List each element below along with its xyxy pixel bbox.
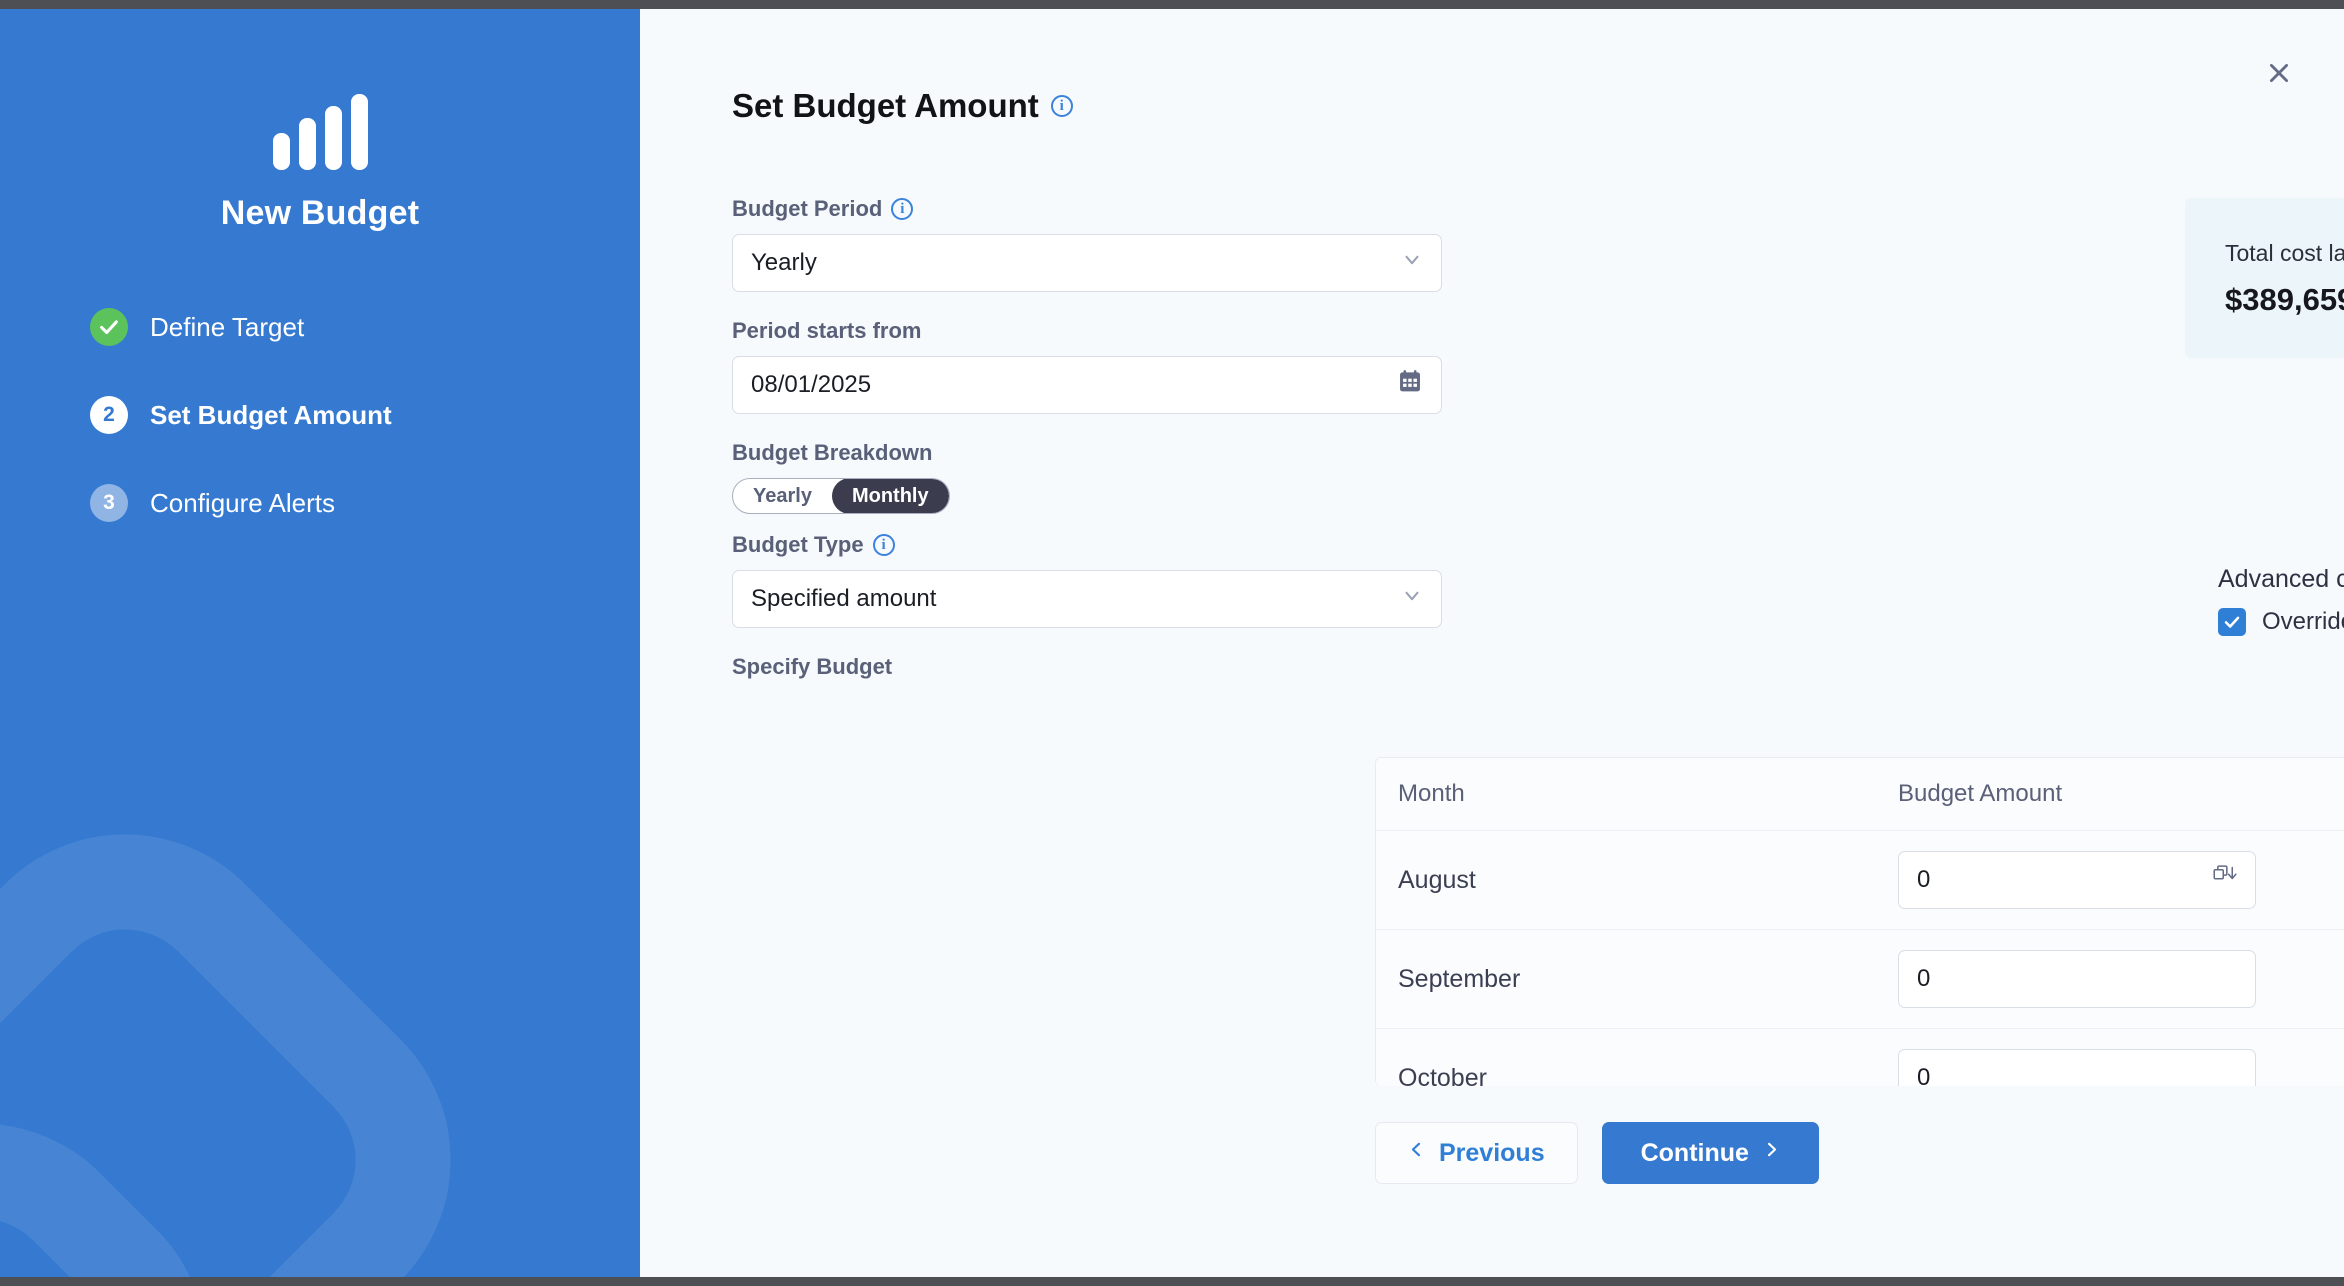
override-forecast-label: Override Forecasted spend for each month: [2262, 608, 2344, 635]
wizard-sidebar: New Budget Define Target 2 Set Budget Am…: [0, 0, 640, 1286]
brand-title: New Budget: [220, 194, 420, 232]
step-number-badge: 2: [90, 396, 128, 434]
continue-button-label: Continue: [1640, 1138, 1749, 1167]
summary-total-cost-last-period: Total cost last period $389,659.80: [2185, 238, 2344, 318]
specify-budget-label: Specify Budget: [732, 654, 893, 679]
sidebar-step-label: Configure Alerts: [150, 487, 335, 518]
window-chrome-top: [0, 0, 2344, 9]
period-starts-from-input[interactable]: 08/01/2025: [732, 356, 1442, 414]
row-month-label: October: [1376, 1028, 1876, 1086]
info-icon[interactable]: i: [872, 534, 895, 556]
budget-amount-value: 0: [1917, 965, 1931, 992]
budget-amount-value: 0: [1917, 866, 1931, 893]
budget-type-value: Specified amount: [751, 585, 937, 612]
budget-amount-input[interactable]: 0: [1898, 851, 2256, 909]
sidebar-step-configure-alerts[interactable]: 3 Configure Alerts: [90, 475, 640, 531]
wizard-steps: Define Target 2 Set Budget Amount 3 Conf…: [0, 299, 640, 531]
budget-amount-input[interactable]: 0: [1898, 1049, 2256, 1086]
info-icon[interactable]: i: [1050, 95, 1073, 117]
period-starts-from-value: 08/01/2025: [751, 371, 872, 398]
summary-label: Total cost last period: [2225, 239, 2344, 266]
summary-value: $389,659.80: [2225, 282, 2344, 318]
calendar-icon[interactable]: [1397, 369, 1423, 402]
decorative-pattern: [0, 764, 521, 1286]
info-icon[interactable]: i: [891, 198, 914, 220]
column-header-budget-amount: Budget Amount: [1876, 758, 2344, 831]
budget-type-select[interactable]: Specified amount: [732, 570, 1442, 628]
advanced-configuration: Advanced configuration(optional) Overrid…: [2218, 565, 2344, 636]
sidebar-step-label: Set Budget Amount: [150, 399, 392, 430]
previous-button-label: Previous: [1439, 1138, 1545, 1167]
budget-type-label-text: Budget Type: [732, 532, 864, 557]
row-month-label: September: [1376, 929, 1876, 1029]
wizard-main-panel: Set Budget Amount i Budget Period i Year…: [640, 0, 2344, 1286]
row-budget-cell: 0: [1876, 830, 2344, 930]
previous-button[interactable]: Previous: [1375, 1122, 1578, 1184]
chevron-down-icon: [1401, 249, 1423, 278]
period-starts-from-label-text: Period starts from: [732, 318, 922, 343]
budget-breakdown-label: Budget Breakdown: [732, 440, 1442, 466]
budget-amount-input[interactable]: 0: [1898, 950, 2256, 1008]
budget-period-label-text: Budget Period: [732, 196, 883, 221]
advanced-configuration-title-text: Advanced configuration: [2218, 565, 2344, 593]
advanced-configuration-title: Advanced configuration(optional): [2218, 565, 2344, 594]
window-chrome-bottom: [0, 1277, 2344, 1286]
override-forecast-checkbox-row[interactable]: Override Forecasted spend for each month: [2218, 608, 2344, 636]
close-icon[interactable]: [2262, 56, 2296, 90]
chevron-right-icon: [1763, 1138, 1780, 1168]
sidebar-step-label: Define Target: [150, 311, 305, 342]
row-budget-cell: 0: [1876, 1028, 2344, 1086]
budget-amount-value: 0: [1917, 1064, 1931, 1086]
budget-form: Budget Period i Yearly Period starts fro…: [732, 196, 1442, 692]
budget-period-label: Budget Period i: [732, 196, 1442, 222]
row-month-label: August: [1376, 830, 1876, 930]
check-icon[interactable]: [2218, 608, 2246, 636]
row-budget-cell: 0: [1876, 929, 2344, 1029]
brand-block: New Budget: [0, 9, 640, 233]
check-icon: [90, 308, 128, 346]
toggle-option-yearly[interactable]: Yearly: [753, 484, 812, 507]
sidebar-step-define-target[interactable]: Define Target: [90, 299, 640, 355]
chevron-left-icon: [1408, 1138, 1425, 1168]
table-header-row: Month Budget Amount Forecasted Spend: [1376, 758, 2344, 831]
table-row: September 0 0: [1376, 929, 2344, 1029]
budget-type-label: Budget Type i: [732, 532, 1442, 558]
table-row: October 0 0: [1376, 1028, 2344, 1086]
chevron-down-icon: [1401, 585, 1423, 614]
table-row: August 0: [1376, 830, 2344, 930]
budget-breakdown-toggle[interactable]: Yearly Monthly: [732, 478, 950, 514]
wizard-footer: Previous Continue: [1375, 1122, 1819, 1184]
continue-button[interactable]: Continue: [1601, 1122, 1819, 1184]
bar-chart-icon: [0, 94, 640, 170]
page-title-text: Set Budget Amount: [732, 87, 1039, 124]
period-starts-from-label: Period starts from: [732, 318, 1442, 344]
copy-down-icon[interactable]: [2212, 865, 2239, 896]
page-title: Set Budget Amount i: [732, 87, 1073, 125]
budget-period-select[interactable]: Yearly: [732, 234, 1442, 292]
column-header-month: Month: [1376, 758, 1876, 831]
specify-budget-table: Month Budget Amount Forecasted Spend Aug…: [1375, 757, 2344, 1086]
sidebar-step-set-budget-amount[interactable]: 2 Set Budget Amount: [90, 387, 640, 443]
step-number-badge: 3: [90, 484, 128, 522]
toggle-option-monthly[interactable]: Monthly: [831, 479, 949, 513]
budget-period-value: Yearly: [751, 249, 817, 276]
budget-breakdown-label-text: Budget Breakdown: [732, 440, 933, 465]
decorative-pattern-secondary: [0, 1053, 277, 1286]
cost-summary-card: Total cost last period $389,659.80 Proje…: [2185, 198, 2344, 358]
